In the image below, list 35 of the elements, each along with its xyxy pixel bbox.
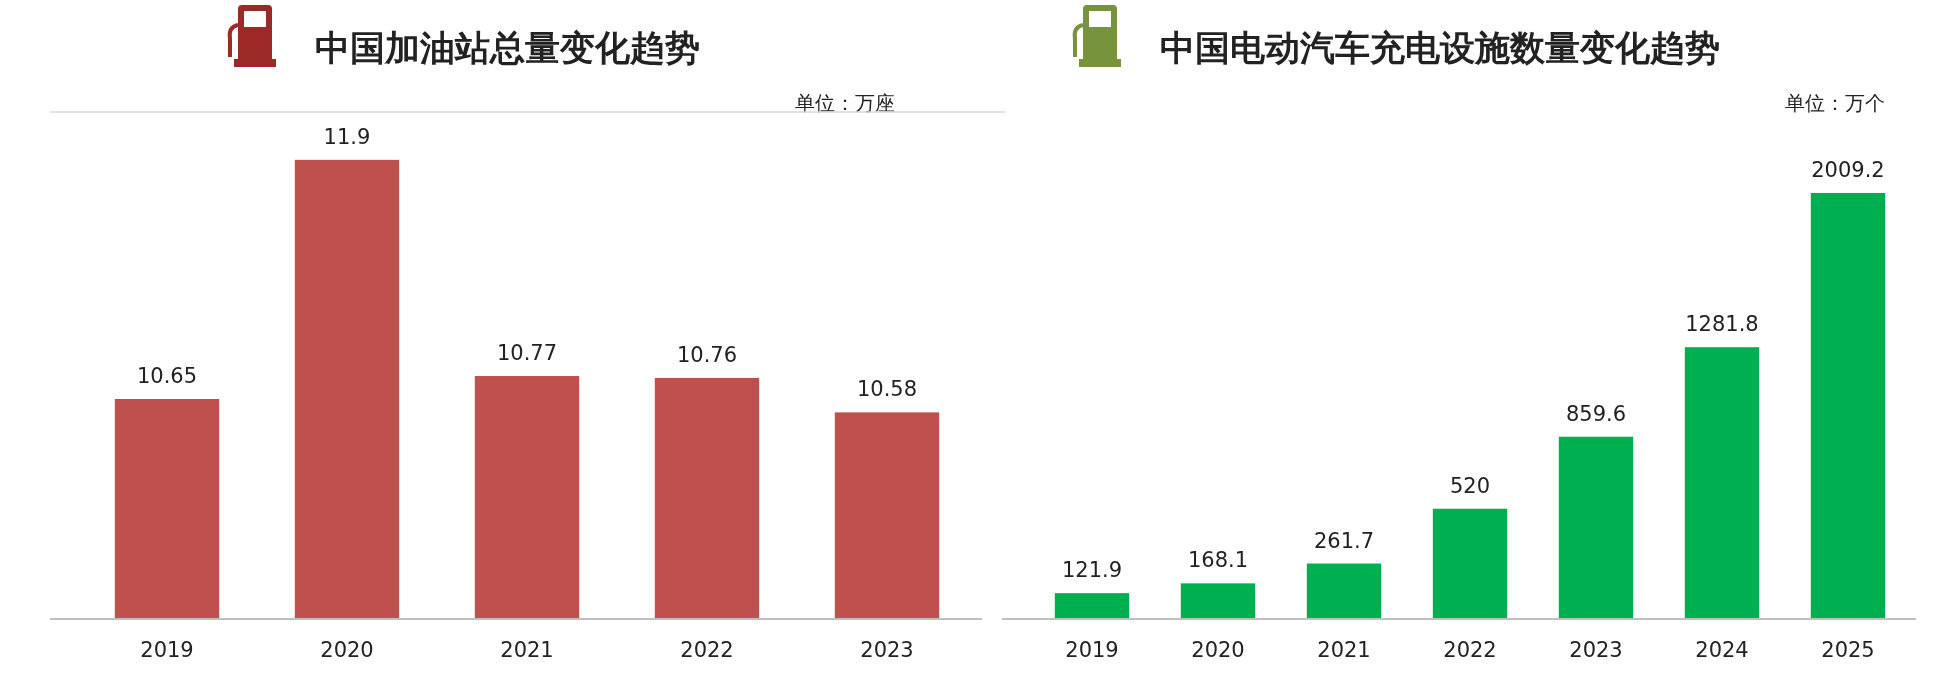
x-tick-label: 2019 <box>140 638 194 662</box>
data-label: 2009.2 <box>1811 157 1885 182</box>
bar <box>1558 436 1634 619</box>
x-tick-label: 2023 <box>860 638 914 662</box>
x-tick-label: 2024 <box>1695 638 1749 662</box>
data-label: 10.65 <box>136 363 198 388</box>
x-tick-label: 2020 <box>320 638 374 662</box>
x-tick-label: 2023 <box>1569 638 1623 662</box>
data-label: 121.9 <box>1061 558 1123 583</box>
bar <box>1180 583 1256 619</box>
chart-title: 中国加油站总量变化趋势 <box>315 28 700 68</box>
bar <box>1306 563 1382 619</box>
bar <box>1432 508 1508 619</box>
data-label: 168.1 <box>1187 548 1249 573</box>
data-label: 11.9 <box>323 124 371 149</box>
x-tick-label: 2020 <box>1191 638 1245 662</box>
data-label: 859.6 <box>1565 401 1627 426</box>
data-label: 520 <box>1449 473 1491 498</box>
annotation: 单位：万座 <box>795 91 895 115</box>
chart-title: 中国电动汽车充电设施数量变化趋势 <box>1160 28 1720 68</box>
x-tick-label: 2025 <box>1821 638 1875 662</box>
x-tick-label: 2022 <box>1443 638 1497 662</box>
x-tick-label: 2021 <box>500 638 554 662</box>
data-label: 10.76 <box>676 342 738 367</box>
x-tick-label: 2022 <box>680 638 734 662</box>
data-label: 10.58 <box>856 377 918 402</box>
data-label: 1281.8 <box>1685 312 1759 337</box>
data-label: 10.77 <box>496 341 558 366</box>
x-tick-label: 2019 <box>1065 638 1119 662</box>
bar <box>1810 192 1886 619</box>
bar <box>1684 347 1760 619</box>
text: 单位：万个 <box>1785 91 1885 115</box>
x-tick-label: 2021 <box>1317 638 1371 662</box>
bar <box>1054 593 1130 619</box>
data-label: 261.7 <box>1313 528 1375 553</box>
